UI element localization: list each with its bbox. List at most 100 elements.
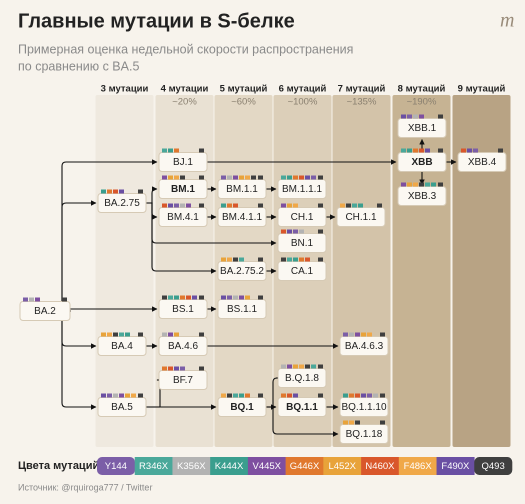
mutation-tick (138, 189, 143, 194)
mutation-tick (287, 364, 292, 369)
mutation-tick (287, 257, 292, 262)
node-label: BQ.1.18 (346, 429, 383, 440)
mutation-tick (293, 393, 298, 398)
mutation-tick (349, 332, 354, 337)
node-label: CH.1.1 (345, 212, 377, 223)
mutation-tick (361, 332, 366, 337)
legend-label: G446X (290, 461, 320, 472)
mutation-tick (281, 257, 286, 262)
column-label: 7 мутаций (338, 84, 386, 95)
mutation-tick (227, 175, 232, 180)
edge (61, 310, 96, 407)
mutation-tick (233, 175, 238, 180)
mutation-tick (438, 114, 443, 119)
mutation-tick (293, 203, 298, 208)
mutation-tick (239, 393, 244, 398)
mutation-tick (239, 295, 244, 300)
mutation-tick (419, 148, 424, 153)
source: Источник: @rquiroga777 / Twitter (18, 482, 152, 492)
node-box (158, 336, 208, 356)
node-label: BA.4.6 (168, 341, 198, 352)
mutation-tick (168, 332, 173, 337)
mutation-tick (233, 203, 238, 208)
node-box (339, 424, 389, 444)
legend-swatch (323, 457, 362, 475)
node-label: BQ.1.1.10 (341, 402, 386, 413)
node-label: BQ.1 (230, 402, 254, 413)
mutation-tick (343, 332, 348, 337)
edge (146, 186, 158, 204)
mutation-tick (425, 148, 430, 153)
mutation-tick (346, 203, 351, 208)
mutation-tick (174, 295, 179, 300)
mutation-tick (131, 393, 136, 398)
mutation-tick (239, 175, 244, 180)
legend-label: V445X (253, 461, 282, 472)
mutation-tick (107, 332, 112, 337)
mutation-tick (305, 364, 310, 369)
mutation-tick (233, 295, 238, 300)
mutation-tick (349, 420, 354, 425)
mutation-tick (258, 203, 263, 208)
mutation-tick (101, 189, 106, 194)
mutation-tick (467, 148, 472, 153)
mutation-tick (498, 148, 503, 153)
mutation-tick (221, 257, 226, 262)
mutation-tick (373, 393, 378, 398)
legend-label: F486X (404, 461, 433, 472)
mutation-tick (180, 203, 185, 208)
column-label: 3 мутации (101, 84, 149, 95)
mutation-tick (29, 297, 34, 302)
mutation-tick (287, 203, 292, 208)
column-share: ~60% (231, 97, 256, 108)
subtitle: по сравнению с BA.5 (18, 59, 139, 73)
node-label: BJ.1 (173, 157, 193, 168)
legend-title: Цвета мутаций (18, 460, 99, 472)
mutation-tick (125, 393, 130, 398)
node-box (19, 301, 71, 321)
column-share: ~100% (288, 97, 318, 108)
legend-swatch (285, 457, 324, 475)
mutation-tick (168, 148, 173, 153)
legend-label: F490X (441, 461, 470, 472)
mutation-tick (186, 203, 191, 208)
node-label: BS.1 (172, 304, 194, 315)
mutation-tick (138, 393, 143, 398)
mutation-tick (174, 203, 179, 208)
legend-swatch (361, 457, 400, 475)
mutation-tick (281, 203, 286, 208)
legend-swatch (436, 457, 475, 475)
node-box (217, 207, 267, 227)
mutation-tick (186, 295, 191, 300)
mutation-tick (233, 393, 238, 398)
node-box (277, 207, 327, 227)
mutation-tick (281, 393, 286, 398)
node-label: BM.1.1.1 (282, 184, 322, 195)
mutation-tick (318, 175, 323, 180)
node-label: BN.1 (291, 238, 314, 249)
mutation-tick (227, 257, 232, 262)
mutation-tick (162, 203, 167, 208)
mutation-tick (355, 332, 360, 337)
mutation-tick (361, 393, 366, 398)
mutation-tick (119, 393, 124, 398)
mutation-tick (293, 175, 298, 180)
node-label: BQ.1.1 (286, 402, 318, 413)
legend-label: Y144 (105, 461, 127, 472)
mutation-tick (318, 257, 323, 262)
node-box (277, 397, 327, 417)
mutation-tick (107, 189, 112, 194)
node-label: BM.4.1.1 (222, 212, 262, 223)
mutation-tick (287, 229, 292, 234)
mutation-tick (380, 393, 385, 398)
mutation-tick (258, 295, 263, 300)
mutation-tick (401, 114, 406, 119)
mutation-tick (299, 175, 304, 180)
mutation-tick (221, 175, 226, 180)
node-label: BA.4 (111, 341, 133, 352)
mutation-tick (318, 393, 323, 398)
mutation-tick (168, 175, 173, 180)
node-label: CH.1 (291, 212, 314, 223)
mutation-tick (340, 203, 345, 208)
mutation-tick (23, 297, 28, 302)
